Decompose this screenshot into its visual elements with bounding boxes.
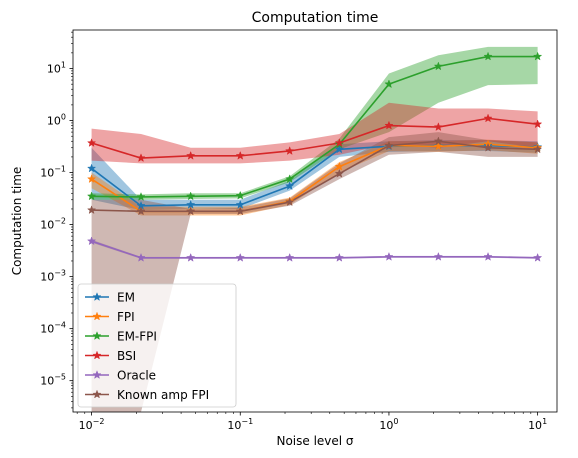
point-bsi — [285, 146, 295, 155]
legend-label-bsi: BSI — [117, 349, 136, 363]
point-known-amp-fpi — [285, 197, 295, 207]
legend: EM FPI EM-FPI BSI Oracle Known amp FPI — [77, 283, 237, 408]
band-bsi — [91, 102, 538, 164]
legend-label-fpi: FPI — [117, 310, 135, 324]
point-em-fpi — [532, 51, 543, 61]
legend-label-known-amp-fpi: Known amp FPI — [117, 388, 209, 402]
legend-marker-fpi — [92, 311, 102, 321]
chart-title: Computation time — [252, 10, 379, 26]
point-fpi — [433, 141, 444, 151]
legend-label-em: EM — [117, 291, 135, 305]
point-fpi — [86, 174, 97, 184]
point-bsi — [483, 113, 493, 123]
x-tick-label: 10−1 — [227, 417, 253, 432]
point-known-amp-fpi — [532, 144, 543, 154]
x-tick-label: 10−2 — [79, 417, 105, 432]
y-tick-label: 10−4 — [40, 321, 66, 336]
point-em — [86, 163, 97, 173]
point-oracle — [334, 252, 345, 262]
point-oracle — [136, 252, 146, 262]
legend-label-oracle: Oracle — [117, 369, 156, 383]
y-tick-label: 10−5 — [40, 373, 66, 388]
point-fpi — [334, 161, 345, 171]
line-bsi — [91, 117, 538, 159]
point-known-amp-fpi — [136, 206, 146, 216]
x-tick-label: 100 — [379, 417, 398, 432]
point-em-fpi — [86, 191, 97, 201]
point-bsi — [532, 119, 543, 129]
point-oracle — [185, 252, 196, 262]
legend-marker-known-amp-fpi — [92, 389, 102, 399]
point-oracle — [532, 252, 543, 262]
legend-marker-bsi — [92, 350, 102, 360]
x-axis-ticks: 10−2 10−1 100 101 — [76, 412, 547, 432]
point-oracle — [384, 251, 394, 261]
point-bsi — [334, 138, 345, 147]
x-tick-label: 101 — [528, 417, 547, 432]
point-bsi — [86, 138, 97, 147]
line-known-amp-fpi — [91, 140, 538, 213]
legend-marker-em — [92, 292, 102, 301]
plot-frame — [72, 29, 558, 413]
point-oracle — [483, 251, 493, 261]
legend-marker-em-fpi — [92, 331, 102, 340]
point-known-amp-fpi — [433, 136, 444, 146]
point-oracle — [235, 252, 245, 262]
point-known-amp-fpi — [235, 206, 245, 216]
point-oracle — [285, 252, 295, 262]
y-axis-ticks: 10−5 10−4 10−3 10−2 10−1 100 101 — [40, 31, 73, 409]
point-em-fpi — [136, 192, 146, 201]
point-known-amp-fpi — [483, 142, 493, 152]
point-em-fpi — [186, 191, 196, 201]
point-bsi — [185, 150, 196, 160]
point-known-amp-fpi — [185, 206, 196, 216]
x-axis-label: Noise level σ — [276, 434, 353, 448]
point-known-amp-fpi — [86, 205, 97, 215]
point-em-fpi — [433, 61, 444, 71]
point-bsi — [433, 122, 444, 132]
point-em-fpi — [235, 190, 245, 200]
point-known-amp-fpi — [384, 140, 394, 150]
band-em-fpi — [91, 46, 538, 200]
y-tick-label: 101 — [47, 61, 66, 76]
point-bsi — [384, 120, 394, 130]
point-oracle — [433, 251, 444, 261]
legend-label-em-fpi: EM-FPI — [117, 330, 157, 344]
point-bsi — [235, 150, 245, 160]
line-em-fpi — [91, 55, 538, 198]
point-em — [334, 144, 345, 154]
y-tick-label: 10−2 — [40, 217, 66, 232]
point-em — [285, 181, 295, 191]
point-em-fpi — [384, 79, 394, 89]
y-axis-label: Computation time — [10, 167, 24, 276]
point-bsi — [136, 153, 146, 163]
y-tick-label: 10−1 — [40, 165, 66, 180]
legend-box — [77, 283, 237, 408]
y-tick-label: 100 — [47, 113, 66, 128]
point-known-amp-fpi — [334, 168, 345, 178]
legend-marker-oracle — [92, 370, 102, 379]
line-oracle — [91, 240, 538, 259]
point-em-fpi — [483, 51, 493, 61]
y-tick-label: 10−3 — [40, 269, 66, 284]
point-oracle — [86, 236, 97, 246]
point-em-fpi — [285, 174, 295, 184]
series-markers — [86, 51, 543, 262]
series-lines — [91, 55, 538, 259]
